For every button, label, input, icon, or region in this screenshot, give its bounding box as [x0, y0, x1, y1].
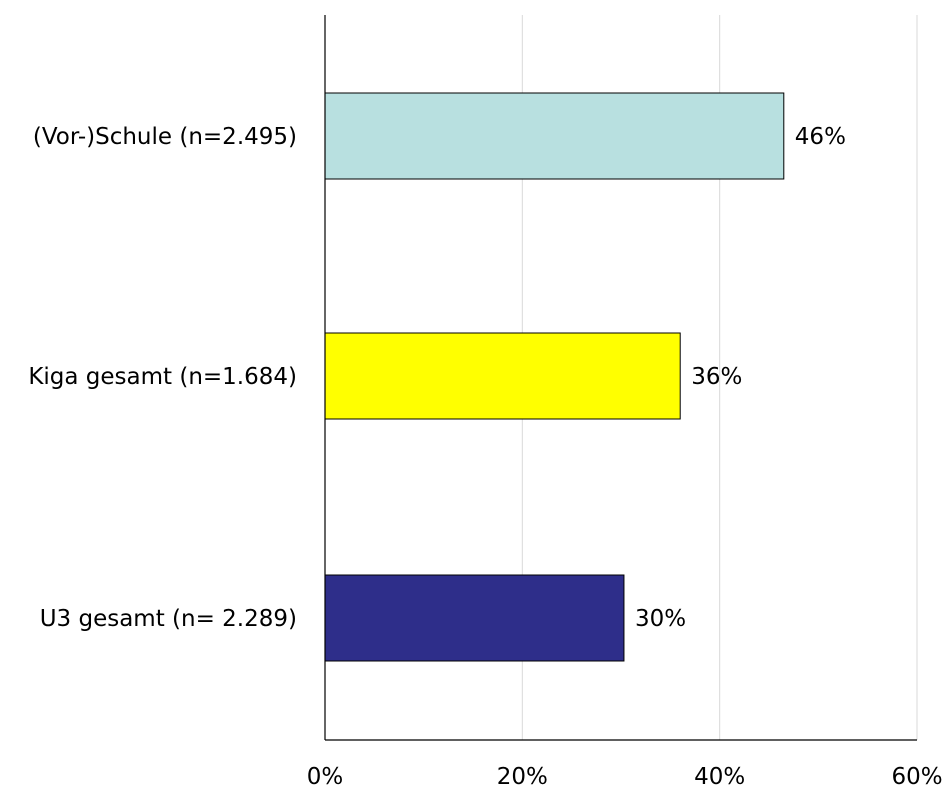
x-tick-label: 60%: [891, 764, 942, 788]
bar: [324, 92, 785, 180]
bars: [324, 92, 785, 662]
category-label: (Vor-)Schule (n=2.495): [33, 124, 297, 150]
category-label: U3 gesamt (n= 2.289): [40, 606, 297, 632]
x-tick-label: 40%: [694, 764, 745, 788]
category-label: Kiga gesamt (n=1.684): [28, 364, 297, 390]
bar: [324, 574, 625, 662]
x-tick-label: 20%: [497, 764, 548, 788]
x-tick-label: 0%: [307, 764, 344, 788]
data-label: 36%: [691, 364, 742, 390]
data-label: 30%: [635, 606, 686, 632]
labels: 0% 20% 40% 60% (Vor-)Schule (n=2.495) 46% Kiga…: [28, 124, 942, 788]
bar: [324, 332, 681, 420]
data-label: 46%: [795, 124, 846, 150]
